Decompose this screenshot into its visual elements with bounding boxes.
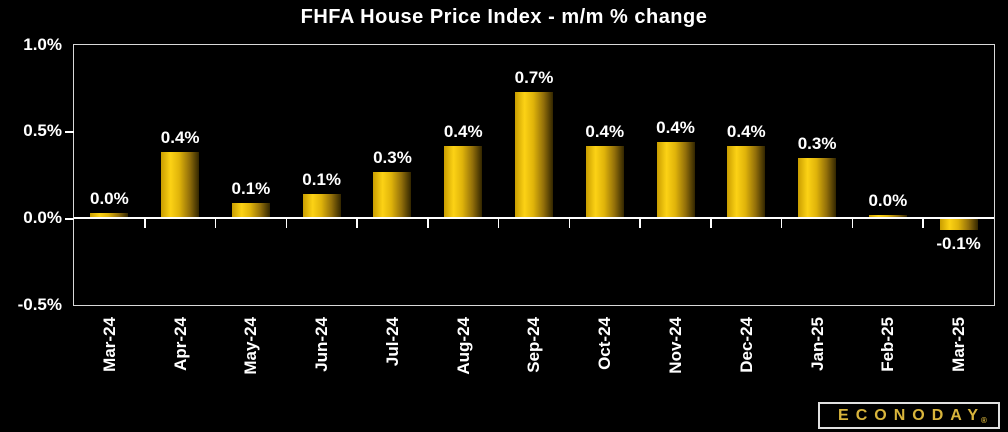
x-axis-label: Sep-24 [499,317,570,373]
x-axis-label-text: Dec-24 [736,317,756,373]
y-axis-label: -0.5% [17,294,62,314]
bar-value-label: 0.0% [90,189,129,209]
x-axis-label: Aug-24 [428,317,499,375]
x-axis-tick [922,218,924,229]
registered-trademark-icon: ® [981,416,987,425]
x-axis-tick [285,218,288,229]
x-axis-label-text: Oct-24 [595,317,615,370]
bar [302,194,341,219]
x-axis-label: Nov-24 [641,317,712,374]
zero-axis-line [74,217,994,220]
x-axis-label: Oct-24 [570,317,641,370]
y-axis-label: 0.0% [23,207,62,227]
x-axis-tick [568,218,571,229]
x-axis-label-text: Feb-25 [878,317,898,372]
x-axis-tick [851,218,854,229]
x-axis-label-text: May-24 [241,317,261,375]
x-axis-tick [497,218,500,229]
x-axis-label-text: Mar-24 [99,317,119,372]
bar-value-label: 0.4% [656,118,695,138]
bar [798,157,837,219]
bar [90,213,129,219]
x-axis-label-text: Jul-24 [382,317,402,367]
bar-value-label: 0.0% [868,190,908,210]
bar [656,142,695,219]
chart-title: FHFA House Price Index - m/m % change [300,6,708,28]
x-axis-label-text: Nov-24 [666,317,686,374]
x-axis-label: Mar-25 [924,317,995,372]
x-axis-label: Apr-24 [145,317,216,371]
bar-value-label: 0.3% [373,147,412,167]
bar [939,219,978,230]
x-axis-tick [144,218,146,229]
econoday-logo: ECONODAY ® [818,402,1000,429]
bar [585,145,624,219]
bar-value-label: 0.3% [797,133,837,153]
bar-value-label: 0.4% [160,128,200,148]
bar-value-label: 0.1% [302,170,342,190]
x-axis-label-text: Sep-24 [524,317,544,373]
y-axis-tick [65,217,74,220]
x-axis-tick [710,218,712,229]
x-axis-label: Jun-24 [287,317,358,372]
bar-value-label: 0.1% [231,178,271,198]
x-axis-label-text: Apr-24 [170,317,190,371]
bar-value-label: 0.4% [726,121,766,141]
x-axis-label: May-24 [216,317,287,375]
bar [444,145,483,219]
bar [868,214,907,219]
x-axis-label-text: Aug-24 [453,317,473,375]
y-axis-label: 0.5% [23,121,62,141]
x-axis-label: Feb-25 [853,317,924,372]
x-axis-tick [639,218,641,229]
x-axis-label-text: Mar-25 [949,317,969,372]
plot-area: 0.0% 0.4% 0.1% 0.1% 0.3% 0.4% 0.7% 0.4% 0.4% 0.4%… [73,44,995,306]
x-axis-tick [356,218,358,229]
x-axis-label: Dec-24 [711,317,782,373]
bar [161,152,200,219]
bar-value-label: 0.4% [443,121,483,141]
econoday-logo-text: ECONODAY [838,406,986,424]
x-axis-label-text: Jun-24 [312,317,332,372]
bar-value-label: 0.7% [514,67,554,87]
y-axis-tick [65,131,74,134]
x-axis-label: Jul-24 [358,317,429,366]
x-axis-label: Jan-25 [782,317,853,371]
y-axis-label: 1.0% [23,34,62,54]
bar [727,145,766,219]
x-axis-tick [780,218,783,229]
x-axis-label: Mar-24 [75,317,146,372]
x-axis-tick [427,218,429,229]
x-axis-label-text: Jan-25 [807,317,827,371]
bar [515,91,553,219]
bar-value-label: 0.4% [585,121,625,141]
bar [231,202,270,219]
bar-value-label: -0.1% [936,233,981,253]
bar [373,171,412,219]
x-axis-tick [214,218,217,229]
